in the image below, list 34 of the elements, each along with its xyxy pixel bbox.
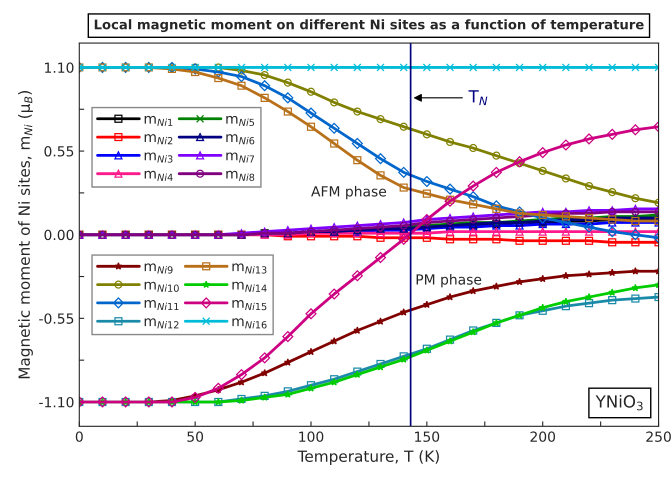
ref-line-label: T$_{N}$ [468, 90, 488, 106]
x-tick-label: 200 [530, 431, 556, 442]
legend-label: m$_{Ni5}$ [226, 116, 254, 126]
legend-label: m$_{Ni4}$ [144, 170, 173, 181]
legend-label: m$_{Ni2}$ [144, 134, 172, 144]
legend-label: m$_{Ni9}$ [144, 263, 173, 274]
legend-label: m$_{Ni1}$ [144, 116, 172, 126]
annotation: AFM phase [311, 186, 386, 200]
y-axis-title: Magnetic moment of Ni sites, m$_{Ni}$ (μ$_{B}$) [18, 91, 33, 378]
annotation: YNiO$_{3}$ [596, 394, 643, 410]
legend-label: m$_{Ni15}$ [232, 300, 266, 310]
x-tick-label: 50 [187, 431, 204, 442]
legend-label: m$_{Ni6}$ [226, 134, 254, 144]
legend-label: m$_{Ni13}$ [232, 263, 266, 274]
x-tick-label: 150 [415, 431, 440, 442]
y-tick-label: -1.10 [39, 396, 74, 408]
y-tick-label: 0.55 [44, 146, 74, 157]
legend-label: m$_{Ni12}$ [144, 318, 178, 328]
x-tick-label: 0 [76, 431, 83, 442]
legend-label: m$_{Ni3}$ [144, 152, 172, 163]
annotation: PM phase [416, 274, 482, 288]
legend-label: m$_{Ni11}$ [144, 300, 179, 310]
x-axis-title: Temperature, T (K) [298, 450, 439, 465]
x-tick-label: 100 [299, 431, 324, 442]
legend-label: m$_{Ni16}$ [232, 318, 267, 328]
chart-title: Local magnetic moment on different Ni sites as a function of temperature [94, 19, 644, 32]
y-tick-label: -0.55 [39, 313, 74, 324]
legend-label: m$_{Ni10}$ [144, 282, 179, 292]
y-tick-label: 1.10 [45, 62, 74, 73]
legend-label: m$_{Ni14}$ [232, 282, 267, 292]
x-tick-label: 250 [646, 431, 671, 442]
legend-label: m$_{Ni7}$ [226, 152, 254, 163]
legend-label: m$_{Ni8}$ [226, 170, 254, 181]
y-tick-label: 0.00 [44, 230, 74, 240]
